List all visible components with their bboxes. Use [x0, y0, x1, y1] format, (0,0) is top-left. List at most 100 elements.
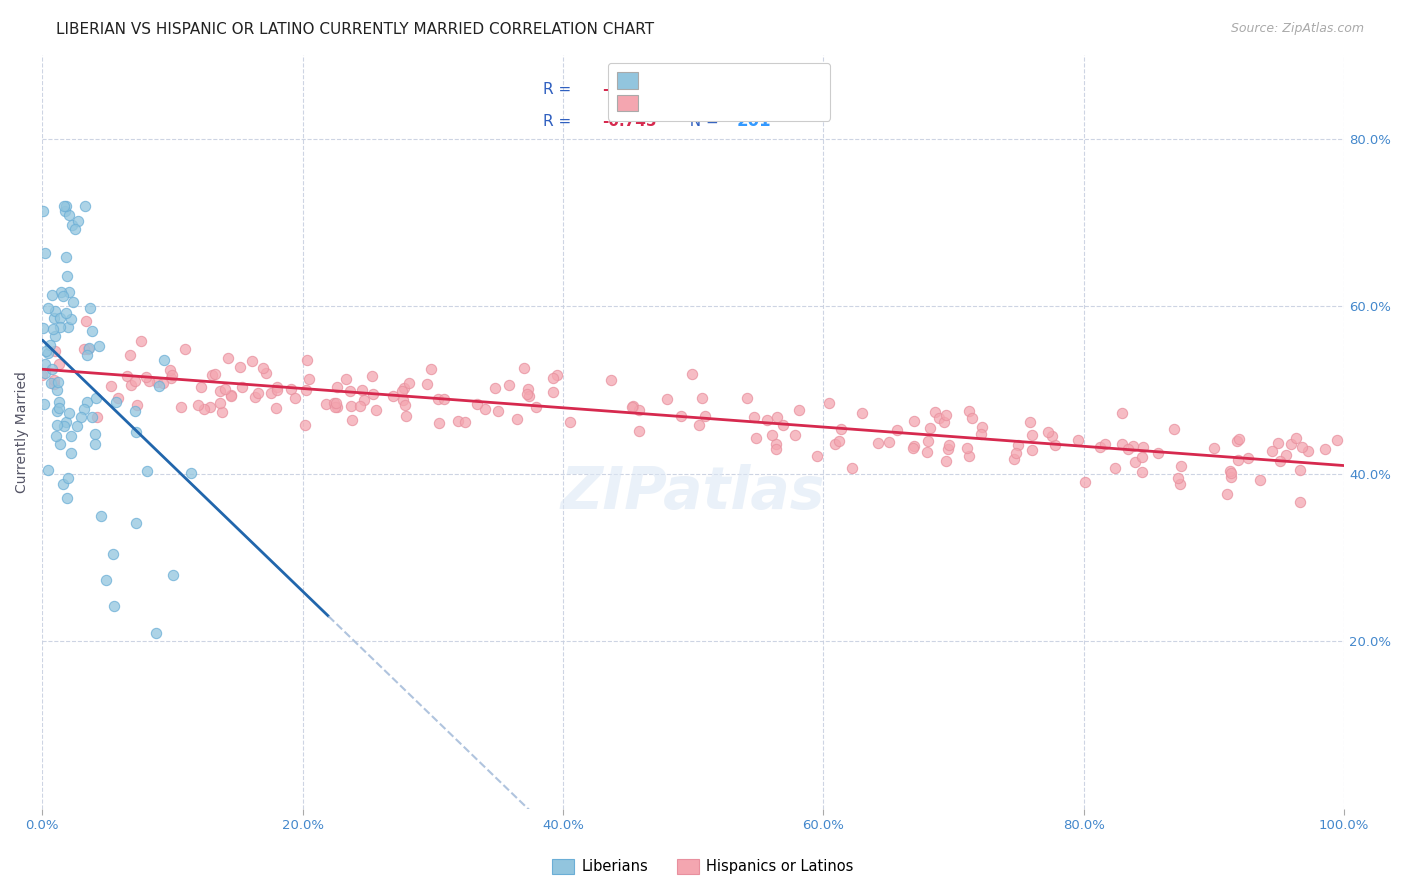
Point	[1289, 495, 1312, 509]
Legend: Liberians, Hispanics or Latinos: Liberians, Hispanics or Latinos	[547, 853, 859, 880]
Point	[1216, 487, 1239, 501]
Point	[339, 384, 361, 398]
Text: N =: N =	[681, 114, 724, 129]
Point	[297, 372, 319, 386]
Point	[219, 388, 242, 402]
Point	[45, 384, 67, 398]
Point	[558, 415, 581, 429]
Point	[1227, 432, 1250, 446]
Point	[600, 373, 623, 387]
Point	[31, 368, 53, 383]
Point	[86, 409, 108, 424]
Point	[187, 398, 209, 412]
Point	[745, 431, 768, 445]
Point	[34, 245, 56, 260]
Point	[52, 418, 75, 433]
Point	[32, 321, 55, 335]
Point	[1002, 452, 1025, 467]
Point	[419, 362, 441, 376]
Point	[70, 410, 93, 425]
Point	[79, 301, 101, 315]
Point	[124, 404, 146, 418]
Point	[37, 463, 59, 477]
Point	[323, 395, 346, 409]
Point	[159, 370, 181, 384]
Point	[55, 250, 77, 264]
Point	[56, 491, 79, 506]
Point	[901, 441, 924, 455]
Point	[1261, 444, 1284, 458]
Point	[1270, 454, 1292, 468]
Point	[695, 409, 717, 423]
Point	[886, 423, 908, 437]
Point	[524, 400, 547, 414]
Point	[86, 391, 108, 405]
Point	[851, 406, 873, 420]
Point	[335, 372, 357, 386]
Point	[765, 409, 787, 424]
Point	[918, 421, 941, 435]
Point	[146, 375, 169, 389]
Point	[211, 405, 233, 419]
Point	[39, 338, 62, 352]
Text: R =: R =	[544, 81, 576, 96]
Point	[1313, 442, 1336, 456]
Point	[1291, 440, 1313, 454]
Point	[349, 399, 371, 413]
Point	[66, 419, 89, 434]
Point	[360, 368, 382, 383]
Point	[45, 404, 67, 418]
Point	[506, 412, 529, 426]
Point	[229, 360, 252, 375]
Point	[932, 415, 955, 429]
Point	[957, 404, 980, 418]
Point	[938, 438, 960, 452]
Point	[295, 383, 318, 397]
Point	[1288, 463, 1310, 477]
Point	[391, 384, 413, 398]
Point	[765, 437, 787, 451]
Point	[56, 269, 79, 284]
Point	[125, 425, 148, 439]
Point	[45, 418, 67, 433]
Point	[340, 400, 363, 414]
Point	[772, 417, 794, 432]
Point	[486, 404, 509, 418]
Point	[266, 380, 288, 394]
Point	[58, 285, 80, 300]
Point	[830, 422, 852, 436]
Point	[65, 221, 87, 235]
Point	[1021, 442, 1043, 457]
Point	[76, 348, 98, 362]
Point	[1168, 477, 1191, 491]
Point	[297, 353, 319, 368]
Point	[62, 294, 84, 309]
Point	[219, 389, 242, 403]
Point	[513, 360, 536, 375]
Point	[1040, 429, 1063, 443]
Text: Source: ZipAtlas.com: Source: ZipAtlas.com	[1230, 22, 1364, 36]
Point	[627, 403, 650, 417]
Point	[516, 383, 538, 397]
Point	[323, 400, 346, 414]
Point	[903, 414, 925, 428]
Point	[517, 389, 540, 403]
Point	[426, 392, 449, 407]
Point	[516, 387, 538, 401]
Point	[103, 599, 125, 613]
Point	[56, 319, 79, 334]
Point	[201, 368, 224, 383]
Point	[60, 428, 83, 442]
Point	[737, 391, 759, 405]
Point	[208, 384, 231, 398]
Point	[454, 415, 477, 429]
Point	[621, 399, 644, 413]
Point	[44, 311, 66, 326]
Point	[214, 383, 236, 397]
Text: 80: 80	[737, 80, 759, 98]
Point	[41, 322, 63, 336]
Point	[103, 547, 125, 561]
Point	[1074, 475, 1097, 489]
Point	[190, 379, 212, 393]
Point	[252, 361, 274, 376]
